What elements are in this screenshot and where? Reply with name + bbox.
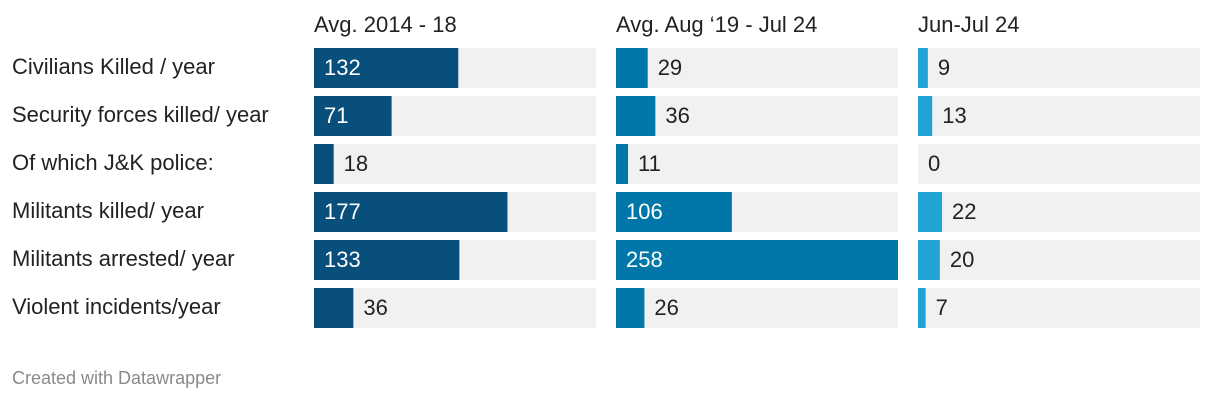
bar-avg-2014-18-violent-incidents-year (314, 288, 354, 328)
row-label-security-forces-killed-year: Security forces killed/ year (12, 102, 269, 127)
value-label: 18 (344, 151, 368, 176)
bar-background (616, 48, 898, 88)
footer-credit: Created with Datawrapper (12, 368, 222, 388)
value-label: 13 (942, 103, 966, 128)
value-label: 7 (936, 295, 948, 320)
bar-avg-2014-18-militants-killed-year (314, 192, 508, 232)
value-label: 106 (626, 199, 663, 224)
bar-avg-aug-19-jul-24-militants-killed-year (616, 192, 732, 232)
bar-avg-2014-18-security-forces-killed-year (314, 96, 392, 136)
value-label: 0 (928, 151, 940, 176)
bar-background (918, 96, 1200, 136)
bar-avg-2014-18-militants-arrested-year (314, 240, 460, 280)
bar-background (616, 96, 898, 136)
row-label-civilians-killed-year: Civilians Killed / year (12, 54, 215, 79)
value-label: 9 (938, 55, 950, 80)
bar-jun-jul-24-violent-incidents-year (918, 288, 926, 328)
column-header-3: Jun-Jul 24 (918, 12, 1020, 37)
bar-background (918, 192, 1200, 232)
value-label: 22 (952, 199, 976, 224)
value-label: 177 (324, 199, 361, 224)
bar-background (918, 144, 1200, 184)
value-label: 71 (324, 103, 348, 128)
bar-avg-2014-18-of-which-jandk-police (314, 144, 334, 184)
bar-background (918, 48, 1200, 88)
column-header-1: Avg. 2014 - 18 (314, 12, 457, 37)
bar-avg-aug-19-jul-24-security-forces-killed-year (616, 96, 656, 136)
bar-background (616, 144, 898, 184)
value-label: 36 (363, 295, 387, 320)
bar-avg-aug-19-jul-24-militants-arrested-year (616, 240, 898, 280)
row-label-militants-arrested-year: Militants arrested/ year (12, 246, 235, 271)
value-label: 29 (658, 55, 682, 80)
value-label: 36 (665, 103, 689, 128)
value-label: 133 (324, 247, 361, 272)
value-label: 132 (324, 55, 361, 80)
bar-background (314, 288, 596, 328)
bar-jun-jul-24-militants-arrested-year (918, 240, 940, 280)
bar-jun-jul-24-militants-killed-year (918, 192, 943, 232)
bar-background (314, 144, 596, 184)
bar-avg-aug-19-jul-24-violent-incidents-year (616, 288, 645, 328)
bar-avg-2014-18-civilians-killed-year (314, 48, 459, 88)
column-header-2: Avg. Aug ‘19 - Jul 24 (616, 12, 817, 37)
bar-avg-aug-19-jul-24-of-which-jandk-police (616, 144, 629, 184)
bar-background (918, 240, 1200, 280)
value-label: 11 (638, 151, 661, 176)
bar-jun-jul-24-civilians-killed-year (918, 48, 928, 88)
row-label-violent-incidents-year: Violent incidents/year (12, 294, 221, 319)
value-label: 26 (654, 295, 678, 320)
bar-jun-jul-24-security-forces-killed-year (918, 96, 933, 136)
value-label: 20 (950, 247, 974, 272)
bar-background (616, 288, 898, 328)
row-label-of-which-jandk-police: Of which J&K police: (12, 150, 214, 175)
value-label: 258 (626, 247, 663, 272)
bar-avg-aug-19-jul-24-civilians-killed-year (616, 48, 648, 88)
row-label-militants-killed-year: Militants killed/ year (12, 198, 204, 223)
bar-background (918, 288, 1200, 328)
